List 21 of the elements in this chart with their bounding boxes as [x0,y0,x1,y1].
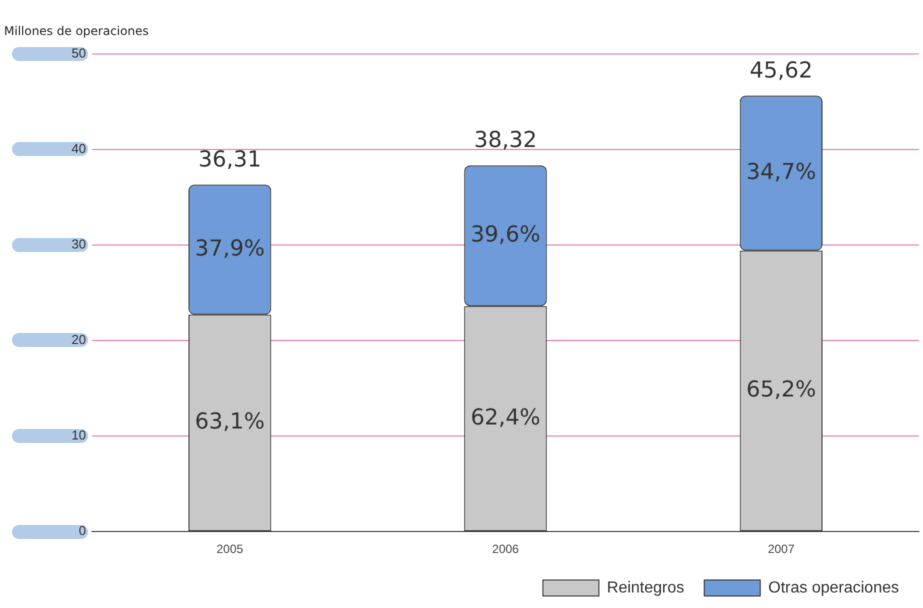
y-tick-label: 50 [72,45,86,60]
annotation: 62,4% [470,405,540,430]
annotation: 63,1% [194,410,265,435]
x-tick-label: 2007 [768,542,795,556]
total-label: 45,62 [750,58,813,84]
total-label: 36,31 [198,147,262,172]
y-tick-label: 40 [72,140,86,156]
x-tick-label: 2006 [492,542,520,556]
legend-label: Reintegros [606,579,684,596]
annotation: 65,2% [746,378,816,403]
legend-label: Otras operaciones [768,579,899,596]
x-tick-label: 2005 [216,542,244,556]
annotation: 39,6% [470,222,540,248]
y-tick-label: 30 [72,236,86,252]
y-tick-label: 20 [72,332,86,348]
total-label: 38,32 [474,128,537,154]
y-axis-title: Millones de operaciones [4,24,149,38]
y-tick-label: 0 [78,523,86,538]
annotation: 34,7% [746,160,816,185]
annotation: 37,9% [194,236,265,262]
y-tick-label: 10 [72,428,86,443]
